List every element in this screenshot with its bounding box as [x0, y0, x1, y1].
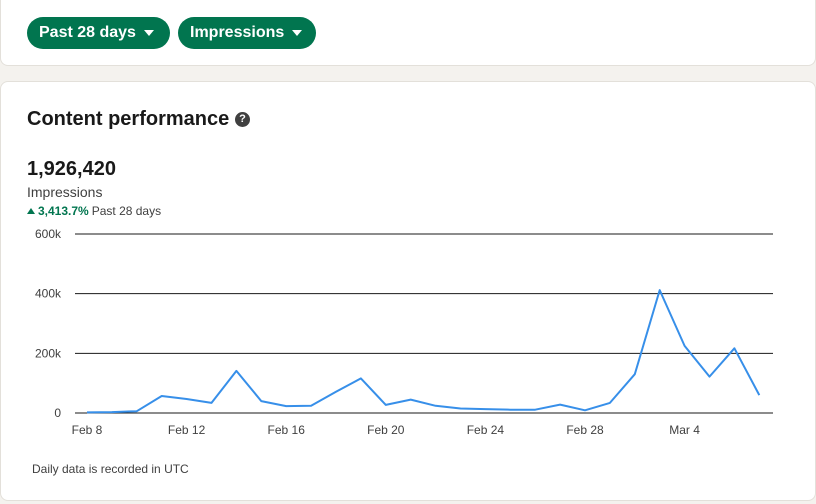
total-impressions: 1,926,420	[27, 158, 116, 180]
impressions-line-chart: 0 200k 400k 600k Feb 8 Feb 12 Feb 16 Feb 20 Feb …	[35, 227, 773, 437]
x-tick-label: Feb 24	[467, 423, 505, 437]
date-range-dropdown[interactable]: Past 28 days	[27, 17, 170, 49]
x-tick-label: Mar 4	[669, 423, 700, 437]
x-tick-label: Feb 8	[72, 423, 103, 437]
metric-dropdown[interactable]: Impressions	[178, 17, 316, 49]
x-tick-label: Feb 28	[566, 423, 604, 437]
caret-down-icon	[292, 30, 303, 36]
y-tick-label: 200k	[35, 346, 62, 360]
trend-up-icon	[27, 208, 35, 214]
y-tick-label: 600k	[35, 227, 62, 241]
filter-bar: Past 28 days Impressions	[0, 0, 816, 66]
total-label: Impressions	[27, 184, 103, 200]
metric-label: Impressions	[190, 24, 285, 41]
impressions-series-line	[86, 289, 761, 414]
trend-period: Past 28 days	[91, 204, 162, 218]
caret-down-icon	[143, 30, 154, 36]
utc-footnote: Daily data is recorded in UTC	[32, 462, 189, 476]
help-icon[interactable]: ?	[235, 112, 250, 127]
content-performance-card: Content performance ? 1,926,420 Impressi…	[0, 81, 816, 501]
y-tick-label: 400k	[35, 287, 62, 301]
x-tick-label: Feb 12	[168, 423, 206, 437]
card-title: Content performance	[27, 108, 230, 130]
trend-indicator: 3,413.7% Past 28 days	[27, 204, 161, 218]
x-tick-label: Feb 20	[367, 423, 405, 437]
y-tick-label: 0	[54, 406, 61, 420]
x-tick-label: Feb 16	[268, 423, 306, 437]
trend-percentage: 3,413.7%	[38, 204, 89, 218]
date-range-label: Past 28 days	[39, 24, 136, 41]
